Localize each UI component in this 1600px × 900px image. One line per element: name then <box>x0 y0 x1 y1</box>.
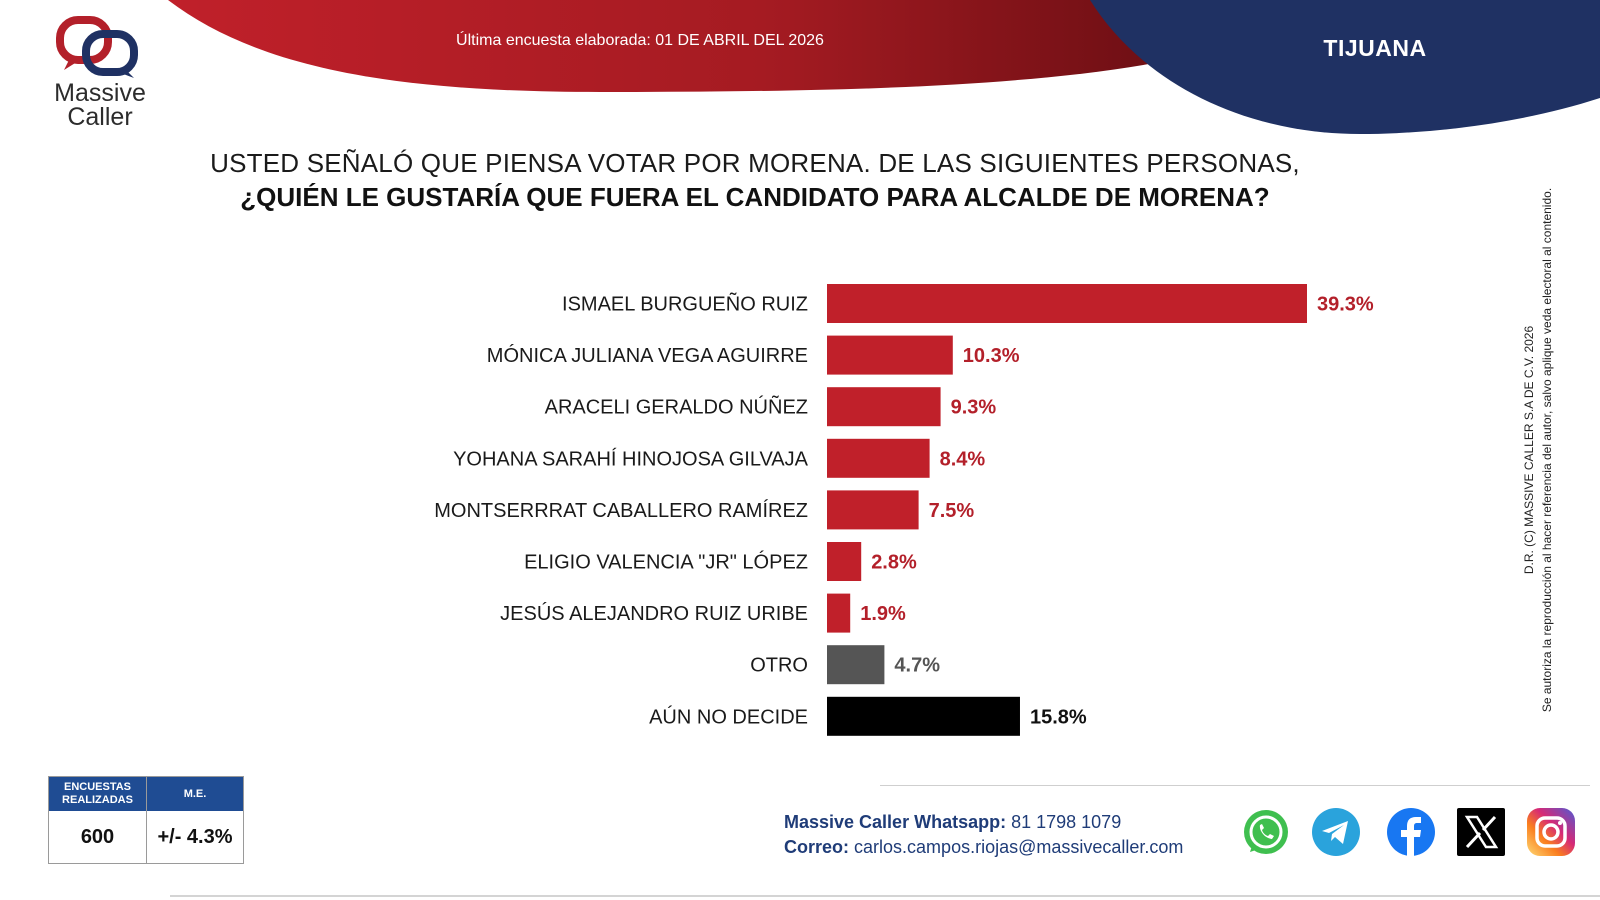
bar-chart: ISMAEL BURGUEÑO RUIZ 39.3% MÓNICA JULIANA … <box>434 284 1374 736</box>
city-name: TIJUANA <box>1323 35 1427 61</box>
telegram-icon[interactable] <box>1310 806 1362 858</box>
logo-text-line2: Caller <box>67 103 133 131</box>
email-contact[interactable]: Correo: carlos.campos.riojas@massivecall… <box>784 835 1224 860</box>
bar <box>827 335 953 375</box>
header-banner <box>168 0 1600 134</box>
question-line2: ¿QUIÉN LE GUSTARÍA QUE FUERA EL CANDIDAT… <box>240 182 1270 212</box>
value-label: 9.3% <box>951 397 997 419</box>
me-value: +/- 4.3% <box>157 825 233 848</box>
question-line1: USTED SEÑALÓ QUE PIENSA VOTAR POR MORENA… <box>210 148 1300 178</box>
surveys-label: ENCUESTAS REALIZADAS <box>49 777 147 811</box>
category-label: MONTSERRRAT CABALLERO RAMÍREZ <box>434 499 808 522</box>
whatsapp-icon[interactable] <box>1240 806 1292 858</box>
whatsapp-number: 81 1798 1079 <box>1011 812 1122 832</box>
contact-info: Massive Caller Whatsapp: 81 1798 1079 Co… <box>784 810 1224 860</box>
category-label: YOHANA SARAHÍ HINOJOSA GILVAJA <box>453 447 809 470</box>
bar <box>827 284 1307 323</box>
whatsapp-label: Massive Caller Whatsapp: <box>784 812 1007 832</box>
instagram-icon[interactable] <box>1525 806 1577 858</box>
value-label: 39.3% <box>1317 294 1374 316</box>
logo-text-line1: Massive <box>54 79 146 107</box>
category-label: AÚN NO DECIDE <box>649 705 808 728</box>
header-navy-shape <box>1090 0 1600 134</box>
value-label: 4.7% <box>894 655 940 677</box>
stats-table: ENCUESTAS REALIZADAS M.E. 600 +/- 4.3% <box>48 776 244 864</box>
category-label: JESÚS ALEJANDRO RUIZ URIBE <box>500 602 808 625</box>
value-label: 1.9% <box>860 603 906 625</box>
value-label: 8.4% <box>940 448 986 470</box>
category-label: OTRO <box>750 655 808 677</box>
category-label: ELIGIO VALENCIA "JR" LÓPEZ <box>524 551 808 574</box>
bar <box>827 696 1020 736</box>
category-label: ARACELI GERALDO NÚÑEZ <box>545 395 808 419</box>
speech-bubbles-logo-icon <box>56 16 138 78</box>
surveys-value: 600 <box>49 811 147 863</box>
bar <box>827 542 862 581</box>
bottom-divider <box>170 895 1600 897</box>
header-red-shape <box>168 0 1160 92</box>
survey-date: Última encuesta elaborada: 01 DE ABRIL D… <box>456 32 824 49</box>
bar <box>827 645 885 685</box>
category-label: MÓNICA JULIANA VEGA AGUIRRE <box>487 344 808 367</box>
bar <box>827 490 919 530</box>
copyright-note: D.R. (C) MASSIVE CALLER S.A DE C.V. 2026… <box>1520 155 1560 745</box>
facebook-icon[interactable] <box>1385 806 1437 858</box>
category-label: ISMAEL BURGUEÑO RUIZ <box>562 292 808 316</box>
email-label: Correo: <box>784 837 850 857</box>
value-label: 15.8% <box>1030 706 1087 728</box>
copyright-line2: Se autoriza la reproducción al hacer ref… <box>1540 187 1554 713</box>
logo: Massive Caller <box>40 14 160 134</box>
question: USTED SEÑALÓ QUE PIENSA VOTAR POR MORENA… <box>180 146 1330 214</box>
bar <box>827 387 941 427</box>
x-icon[interactable] <box>1455 806 1507 858</box>
bar <box>827 438 930 478</box>
value-label: 10.3% <box>963 345 1020 367</box>
footer-divider <box>880 785 1590 786</box>
me-label: M.E. <box>183 787 207 800</box>
email-address: carlos.campos.riojas@massivecaller.com <box>854 837 1184 857</box>
value-label: 2.8% <box>871 552 917 574</box>
value-label: 7.5% <box>929 500 975 522</box>
whatsapp-contact[interactable]: Massive Caller Whatsapp: 81 1798 1079 <box>784 810 1224 835</box>
bar <box>827 593 851 633</box>
copyright-line1: D.R. (C) MASSIVE CALLER S.A DE C.V. 2026 <box>1522 325 1536 575</box>
